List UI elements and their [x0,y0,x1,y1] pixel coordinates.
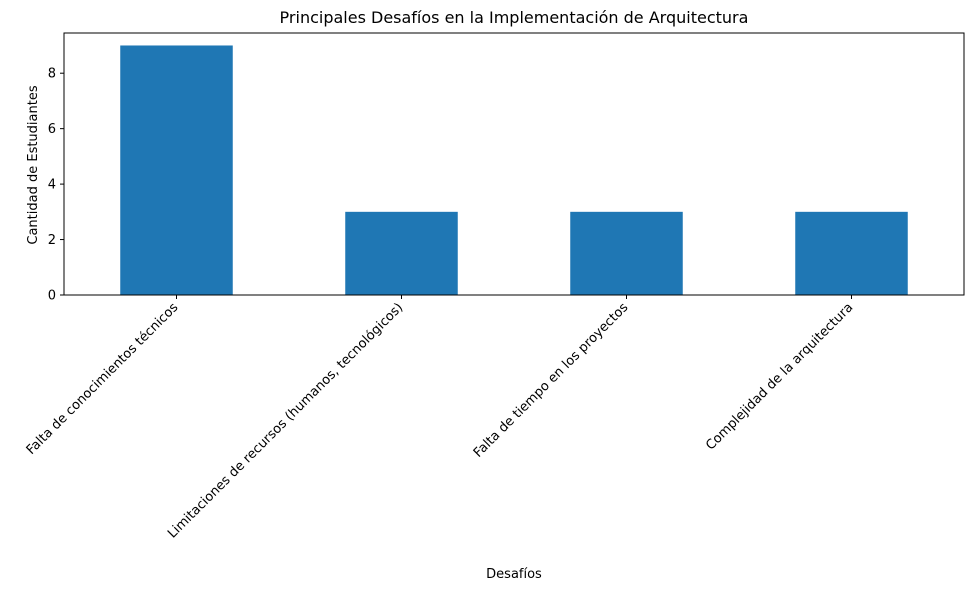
plot-area: 0 2 4 6 8 Falta de conocimientos técnicosLimi… [24,32,965,541]
bar-2 [345,211,458,295]
y-tick-label-2: 2 [48,233,56,248]
bar-1 [120,45,233,295]
bar-3 [570,211,683,295]
chart-title: Principales Desafíos en la Implementació… [280,8,749,27]
x-tick-label-4: Complejidad de la arquitectura [703,300,856,453]
y-axis-label: Cantidad de Estudiantes [26,85,41,244]
x-tick-label-2: Limitaciones de recursos (humanos, tecno… [165,300,406,541]
y-tick-label-8: 8 [48,67,56,82]
y-tick-label-0: 0 [48,289,56,304]
plot-frame [63,32,965,296]
x-tick-label-3: Falta de tiempo en los proyectos [471,300,632,461]
bar-4 [795,211,908,295]
x-axis-label: Desafíos [486,567,542,582]
x-tick-label-1: Falta de conocimientos técnicos [24,300,182,458]
y-tick-label-6: 6 [48,122,56,137]
y-tick-label-4: 4 [48,178,56,193]
